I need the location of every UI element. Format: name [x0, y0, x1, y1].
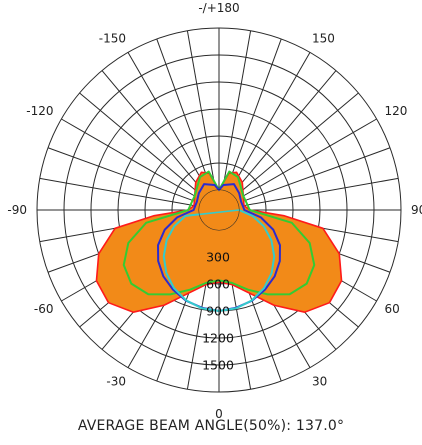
angle-tick-label: 60	[384, 302, 399, 316]
radial-tick-labels: 300 600 900 1200 1500	[202, 250, 234, 373]
radial-tick-label: 1200	[202, 331, 234, 346]
angle-tick-labels: 0 30 60 90 120 150 -/+180 -150 -120 -90 -60 -30	[7, 1, 422, 421]
center-circle	[198, 189, 240, 231]
angle-tick-label: 30	[312, 374, 327, 388]
grid-ring	[36, 27, 402, 393]
angle-tick-label: 120	[384, 104, 407, 118]
angle-tick-label: -30	[106, 374, 126, 388]
angle-tick-label: -60	[34, 302, 54, 316]
angle-tick-label: -120	[26, 104, 53, 118]
angle-tick-label: -/+180	[198, 1, 239, 15]
angle-tick-label: 0	[215, 407, 223, 421]
radial-tick-label: 900	[206, 304, 230, 319]
radial-tick-label: 600	[206, 277, 230, 292]
radial-tick-label: 300	[206, 250, 230, 265]
angle-tick-label: -90	[7, 203, 27, 217]
angle-tick-label: 150	[312, 32, 335, 46]
radial-tick-label: 1500	[202, 358, 234, 373]
angle-tick-label: -150	[99, 32, 126, 46]
beam-angle-caption: AVERAGE BEAM ANGLE(50%): 137.0°	[77, 418, 345, 434]
angle-tick-label: 90	[411, 203, 422, 217]
